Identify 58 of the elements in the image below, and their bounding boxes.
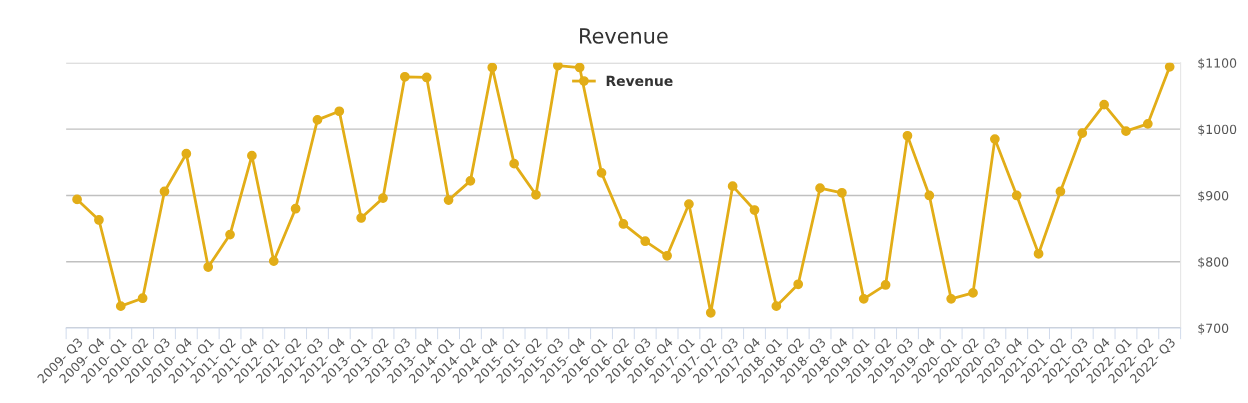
point <box>705 307 716 318</box>
point <box>94 215 104 225</box>
point <box>662 250 672 261</box>
point <box>268 256 279 266</box>
y-tick-label: $1000 <box>1198 124 1237 136</box>
point <box>421 72 432 83</box>
point <box>640 236 651 247</box>
point <box>880 280 891 290</box>
y-tick-label: $700 <box>1198 323 1229 335</box>
point <box>552 62 563 71</box>
point <box>465 176 476 186</box>
point <box>1142 118 1153 129</box>
point <box>574 62 585 73</box>
point <box>509 158 519 169</box>
point <box>684 199 694 209</box>
point <box>815 183 825 194</box>
chart-title: Revenue <box>580 28 668 44</box>
point <box>771 301 782 312</box>
point <box>1099 99 1109 110</box>
point <box>793 279 804 290</box>
point <box>356 213 367 223</box>
point <box>902 130 913 141</box>
point <box>858 294 869 304</box>
point <box>378 193 388 203</box>
point <box>749 205 760 215</box>
point <box>443 195 454 205</box>
y-tick-label: $1100 <box>1198 58 1237 70</box>
point <box>225 229 235 240</box>
point <box>1164 62 1175 72</box>
point <box>1011 190 1022 201</box>
point <box>181 148 192 159</box>
y-tick-label: $800 <box>1198 257 1229 269</box>
point <box>837 187 847 198</box>
point <box>596 168 607 178</box>
point <box>312 115 323 125</box>
point <box>1033 248 1044 259</box>
point <box>1055 186 1066 197</box>
point <box>727 181 738 192</box>
point <box>990 134 1000 144</box>
point <box>247 150 257 161</box>
point <box>137 293 148 304</box>
point <box>159 186 170 197</box>
point <box>1077 128 1088 139</box>
legend-label: Revenue <box>606 75 673 87</box>
y-tick-label: $900 <box>1198 190 1229 203</box>
point <box>924 190 935 201</box>
point <box>1121 126 1131 137</box>
point <box>399 71 410 82</box>
point <box>115 301 126 312</box>
point <box>946 294 957 304</box>
point <box>290 203 301 214</box>
point <box>72 194 82 205</box>
point <box>487 62 498 73</box>
point <box>968 288 978 298</box>
point <box>618 219 629 229</box>
point <box>334 106 345 117</box>
point <box>203 262 214 272</box>
point <box>531 189 541 200</box>
